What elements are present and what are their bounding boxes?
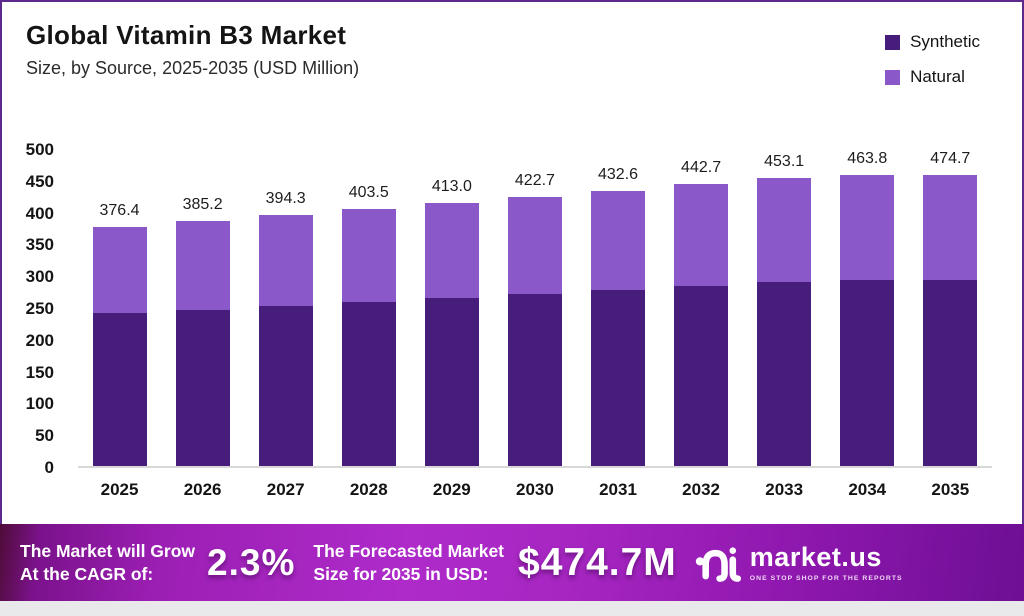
logo-tagline: ONE STOP SHOP FOR THE REPORTS <box>749 574 903 582</box>
y-axis: 0 50 100 150 200 250 300 350 400 450 500 <box>2 141 66 477</box>
bar-value-label-2033: 453.1 <box>764 152 805 170</box>
y-axis-tick-150: 150 <box>25 362 54 382</box>
natural-segment-2030 <box>507 197 562 295</box>
chart-header: Global Vitamin B3 Market Size, by Source… <box>2 2 1022 79</box>
natural-segment-2028 <box>341 209 396 303</box>
y-axis-tick-350: 350 <box>25 235 54 255</box>
synthetic-segment-2034 <box>840 280 895 466</box>
marketus-logo: market.us ONE STOP SHOP FOR THE REPORTS <box>695 542 903 584</box>
bar-column-2029: 413.0 2029 <box>424 150 479 499</box>
synthetic-segment-2035 <box>923 280 978 466</box>
y-axis-tick-400: 400 <box>25 203 54 223</box>
cagr-label-line1: The Market will Grow <box>20 540 196 561</box>
synthetic-segment-2032 <box>674 286 729 466</box>
bar-value-label-2031: 432.6 <box>597 165 639 183</box>
bar-column-2027: 394.3 2027 <box>258 150 313 499</box>
natural-segment-2032 <box>674 184 729 287</box>
synthetic-segment-2029 <box>424 298 479 466</box>
y-axis-tick-50: 50 <box>35 426 54 446</box>
legend: Synthetic Natural <box>885 32 980 102</box>
bar-value-label-2035: 474.7 <box>930 150 971 167</box>
natural-swatch-icon <box>885 69 901 85</box>
bar-column-2032: 442.7 2032 <box>674 150 729 499</box>
bar-column-2028: 403.5 2028 <box>341 150 396 499</box>
y-axis-tick-450: 450 <box>25 171 54 191</box>
legend-item-synthetic: Synthetic <box>885 32 980 52</box>
logo-name: market.us <box>749 541 882 572</box>
natural-segment-2026 <box>175 221 230 310</box>
natural-segment-2031 <box>591 190 645 291</box>
plot-area: 376.4 2025 385.2 2026 394.3 2027 403.5 2028 413.… <box>78 150 992 499</box>
bar-value-label-2032: 442.7 <box>681 159 722 177</box>
y-axis-tick-500: 500 <box>25 140 54 159</box>
legend-item-natural: Natural <box>885 67 980 87</box>
page-subtitle: Size, by Source, 2025-2035 (USD Million) <box>26 58 360 78</box>
natural-segment-2027 <box>258 215 313 306</box>
cagr-value: 2.3% <box>207 541 296 583</box>
x-axis-label-2032: 2032 <box>682 480 720 499</box>
natural-segment-2033 <box>757 177 812 283</box>
x-axis-label-2025: 2025 <box>100 480 139 499</box>
cagr-label: The Market will Grow At the CAGR of: <box>20 540 195 586</box>
synthetic-segment-2028 <box>341 302 396 466</box>
natural-segment-2034 <box>840 175 895 281</box>
x-axis-label-2034: 2034 <box>848 480 887 499</box>
bar-column-2033: 453.1 2033 <box>757 150 812 499</box>
forecast-value: $474.7M <box>518 540 677 584</box>
bar-column-2034: 463.8 2034 <box>840 150 895 499</box>
bar-column-2031: 432.6 2031 <box>591 150 645 499</box>
page-title: Global Vitamin B3 Market <box>26 20 347 50</box>
synthetic-segment-2031 <box>591 290 645 466</box>
synthetic-segment-2027 <box>258 305 313 466</box>
bar-column-2030: 422.7 2030 <box>507 150 562 499</box>
cagr-label-line2: At the CAGR of: <box>20 563 154 584</box>
forecast-label: The Forecasted Market Size for 2035 in U… <box>313 540 504 586</box>
footer-banner: The Market will Grow At the CAGR of: 2.3… <box>0 524 1024 601</box>
bar-value-label-2028: 403.5 <box>348 184 389 202</box>
synthetic-segment-2030 <box>507 294 562 466</box>
forecast-label-line2: Size for 2035 in USD: <box>313 563 489 584</box>
synthetic-segment-2025 <box>92 313 147 466</box>
x-axis-label-2033: 2033 <box>765 480 804 499</box>
x-axis-label-2035: 2035 <box>931 480 970 499</box>
synthetic-segment-2033 <box>757 282 812 466</box>
natural-segment-2025 <box>92 226 147 314</box>
bar-column-2025: 376.4 2025 <box>92 150 147 499</box>
bar-value-label-2027: 394.3 <box>265 190 306 208</box>
x-axis-label-2031: 2031 <box>599 480 637 499</box>
natural-segment-2029 <box>424 203 479 299</box>
natural-segment-2035 <box>923 175 978 281</box>
bar-value-label-2025: 376.4 <box>99 201 140 219</box>
bar-value-label-2034: 463.8 <box>847 150 888 167</box>
bar-column-2035: 474.7 2035 <box>923 150 978 499</box>
bars-container: 376.4 2025 385.2 2026 394.3 2027 403.5 2028 413.… <box>78 150 992 499</box>
bar-value-label-2030: 422.7 <box>514 172 555 190</box>
forecast-label-line1: The Forecasted Market <box>313 540 505 561</box>
y-axis-tick-300: 300 <box>25 267 54 287</box>
legend-label-synthetic: Synthetic <box>910 32 980 51</box>
y-axis-tick-200: 200 <box>25 330 54 350</box>
bar-value-label-2026: 385.2 <box>182 196 223 214</box>
bar-column-2026: 385.2 2026 <box>175 150 230 499</box>
legend-label-natural: Natural <box>910 67 965 86</box>
bar-value-label-2029: 413.0 <box>431 178 472 196</box>
synthetic-swatch-icon <box>885 34 901 50</box>
synthetic-segment-2026 <box>175 309 230 466</box>
bottom-strip <box>0 601 1024 616</box>
x-axis-label-2028: 2028 <box>349 480 388 499</box>
logo-text-wrap: market.us ONE STOP SHOP FOR THE REPORTS <box>749 541 903 582</box>
x-axis-label-2029: 2029 <box>432 480 471 499</box>
y-axis-tick-250: 250 <box>25 299 54 318</box>
y-axis-tick-0: 0 <box>44 458 54 477</box>
chart-card: Global Vitamin B3 Market Size, by Source… <box>0 0 1024 524</box>
marketus-logo-icon <box>695 546 741 582</box>
y-axis-tick-100: 100 <box>25 394 54 414</box>
x-axis-label-2026: 2026 <box>183 480 222 499</box>
x-axis-label-2030: 2030 <box>516 480 554 499</box>
x-axis-label-2027: 2027 <box>266 480 305 499</box>
